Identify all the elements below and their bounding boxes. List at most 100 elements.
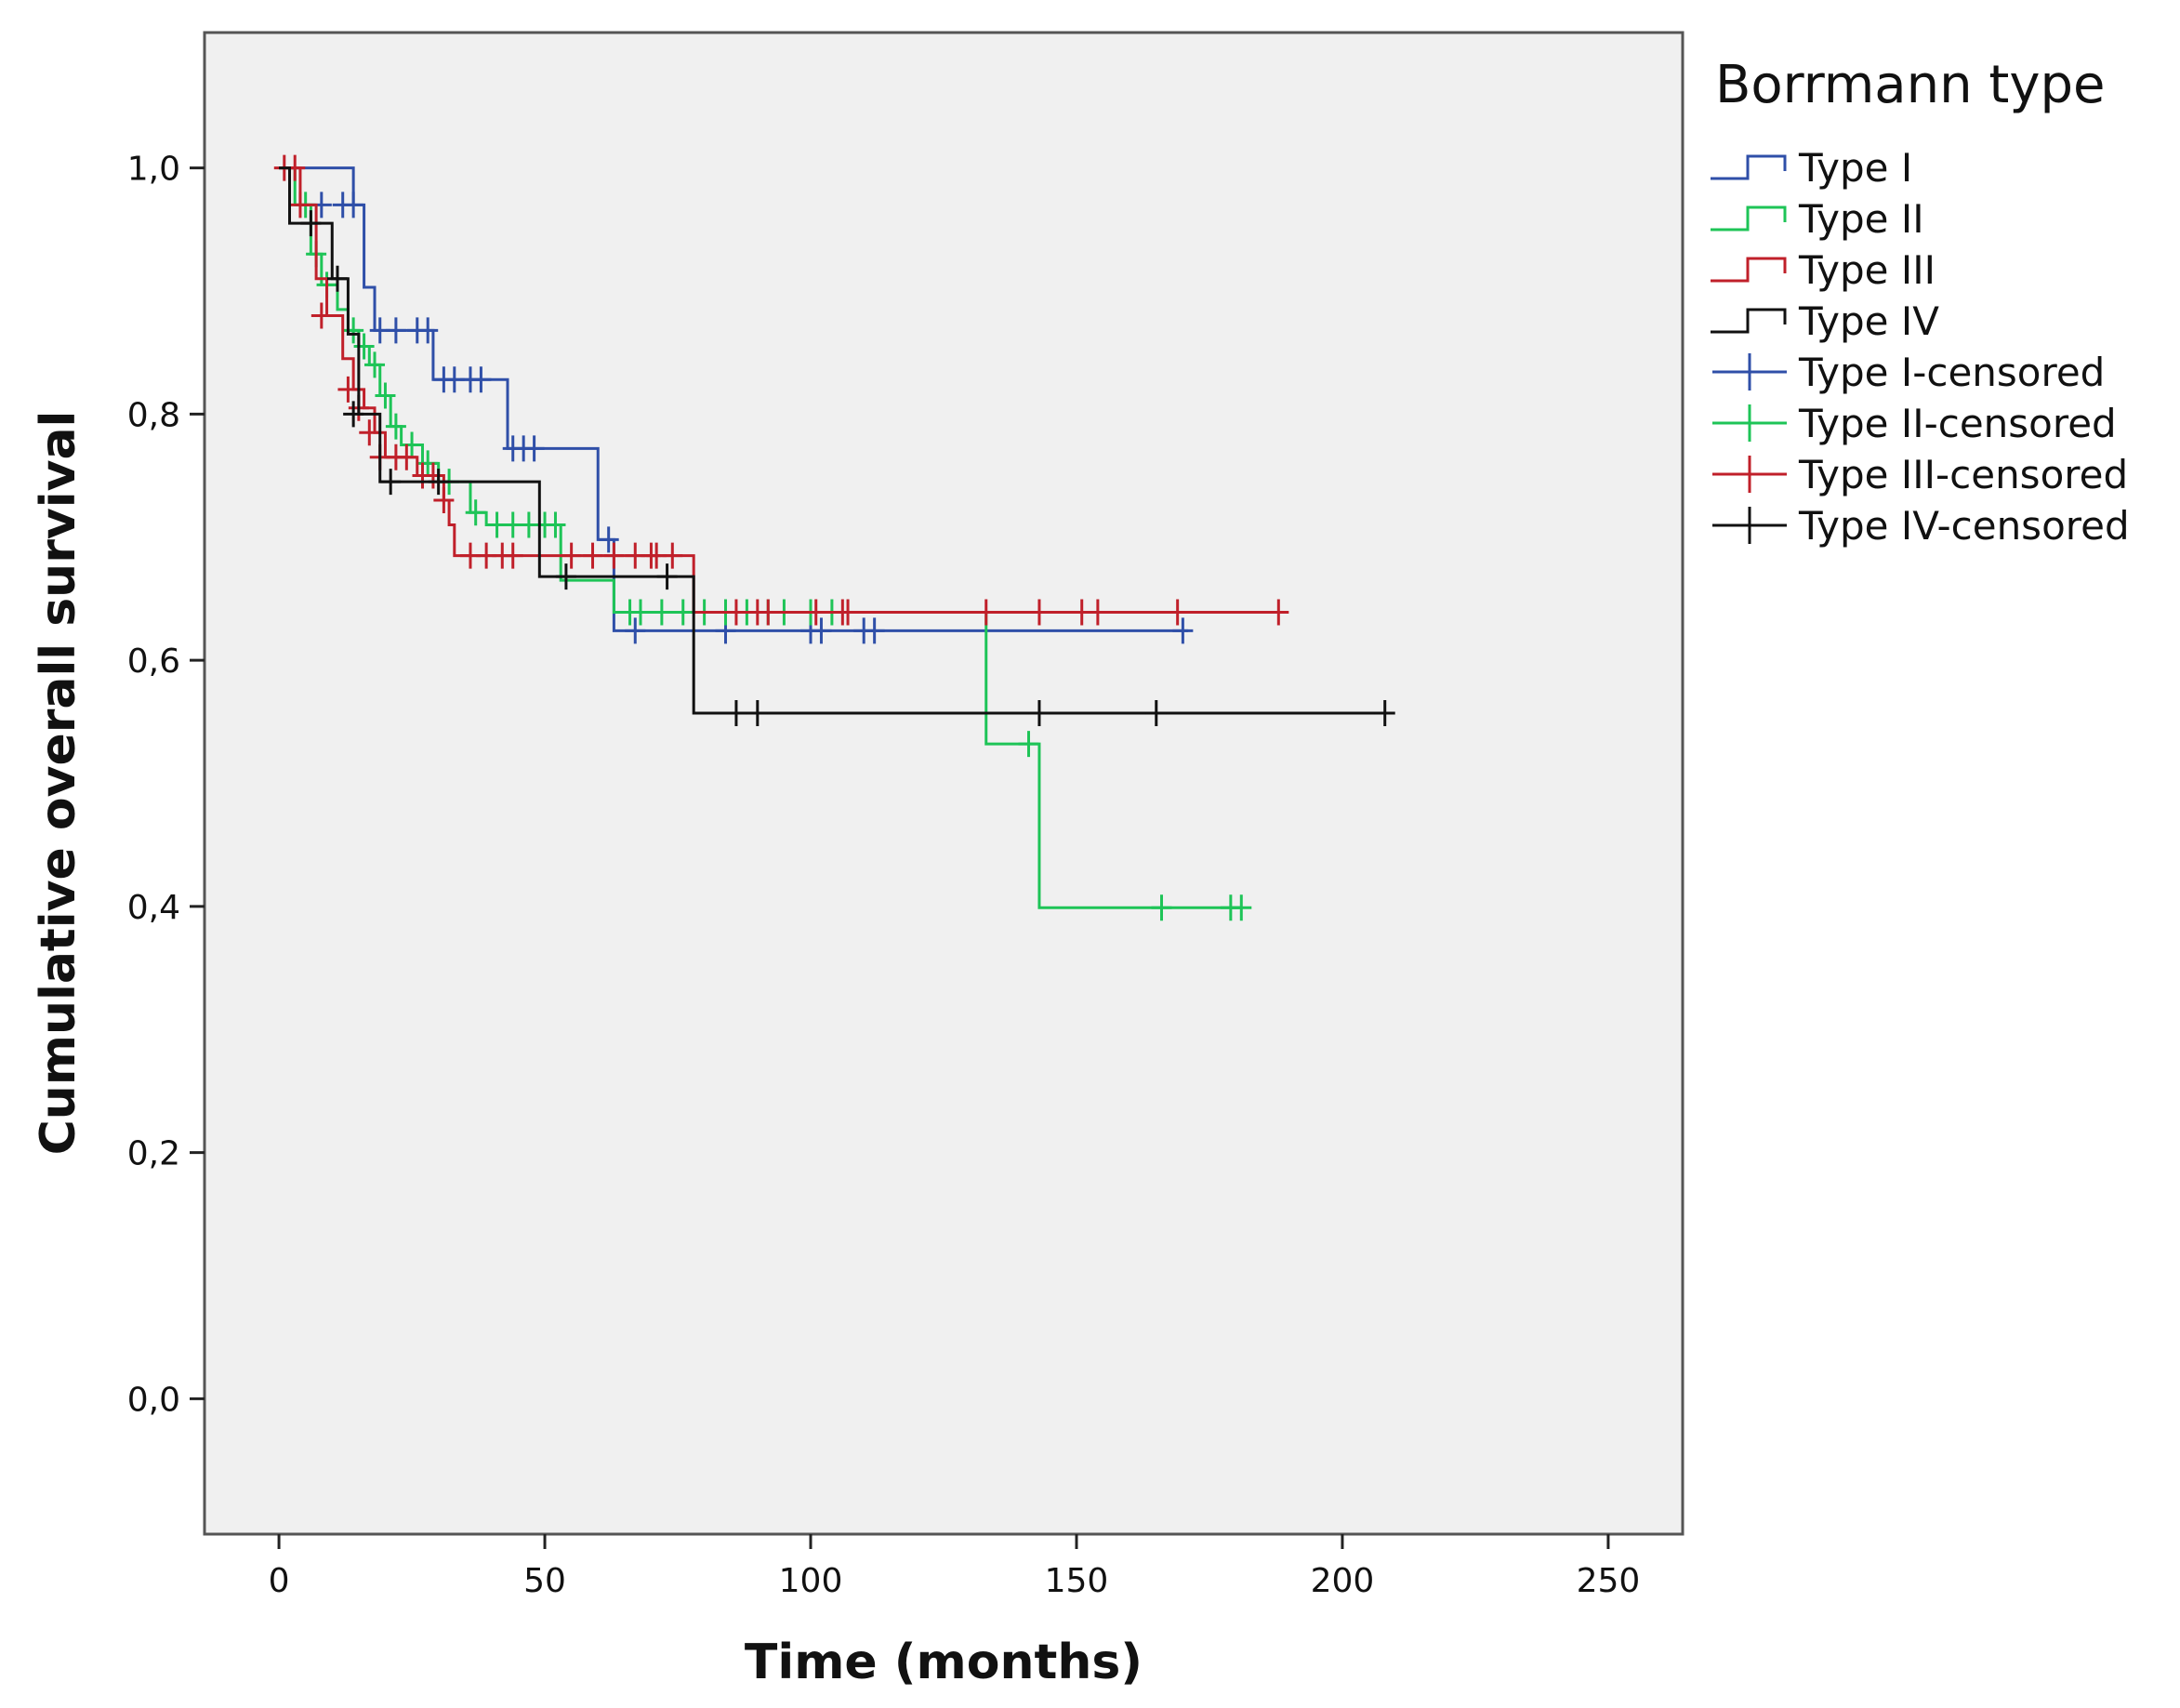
legend-title: Borrmann type: [1715, 55, 2106, 115]
censor-mark: [625, 617, 646, 644]
censor-mark: [629, 599, 651, 626]
censor-mark: [417, 450, 439, 477]
censor-mark: [396, 444, 417, 470]
censor-mark: [300, 210, 322, 237]
x-tick-label: 150: [1045, 1562, 1109, 1600]
y-axis-ticks: 0,0 0,2 0,4 0,6 0,8 1,0: [127, 151, 205, 1419]
x-axis-title: Time (months): [745, 1635, 1143, 1690]
censor-mark: [470, 366, 492, 393]
legend-symbol-type-iv-censored: [1712, 507, 1787, 544]
censor-mark: [353, 333, 375, 360]
y-tick-label: 0,6: [127, 642, 180, 681]
censor-mark: [975, 599, 997, 626]
censor-mark: [603, 542, 625, 569]
censor-mark: [343, 317, 364, 344]
censor-mark: [433, 487, 455, 514]
censor-mark: [651, 599, 672, 626]
censor-mark: [359, 419, 380, 446]
censor-mark: [805, 599, 826, 626]
censor-mark: [1018, 731, 1039, 758]
censor-mark: [380, 469, 402, 496]
censor-mark: [502, 542, 523, 569]
censor-mark: [402, 431, 423, 458]
legend-label: Type II: [1798, 196, 1924, 242]
censor-mark: [428, 469, 449, 496]
legend: Borrmann type Type I Type II Type III Type …: [1711, 55, 2130, 549]
legend-label: Type I-censored: [1798, 350, 2105, 395]
censor-mark: [364, 351, 386, 378]
legend-symbol-type-iii: [1711, 257, 1787, 283]
censor-mark: [1028, 700, 1050, 727]
series-type-i: [279, 166, 1194, 644]
censor-mark: [385, 317, 406, 344]
censor-mark: [864, 617, 885, 644]
censor-mark: [672, 599, 694, 626]
legend-symbol-type-ii: [1711, 205, 1787, 232]
legend-label: Type III: [1798, 247, 1936, 293]
x-axis-ticks: 0 50 100 150 200 250: [269, 1534, 1641, 1600]
censor-mark: [598, 526, 619, 553]
legend-label: Type II-censored: [1798, 401, 2117, 446]
censor-mark: [1172, 617, 1194, 644]
plot-area: [203, 31, 1685, 1536]
survival-line-type-iii: [279, 166, 1279, 614]
y-tick-label: 0,0: [127, 1381, 180, 1419]
censor-mark: [811, 617, 832, 644]
legend-symbol-type-i: [1711, 154, 1787, 180]
censor-mark: [1087, 599, 1108, 626]
legend-label: Type I: [1798, 145, 1912, 191]
censor-mark: [545, 511, 566, 538]
x-tick-label: 50: [523, 1562, 566, 1600]
censor-mark: [465, 499, 486, 526]
y-tick-label: 0,2: [127, 1135, 180, 1173]
series-type-iv: [279, 166, 1395, 727]
censor-mark: [343, 192, 364, 218]
survival-curves: [273, 154, 1395, 921]
censor-mark: [746, 700, 768, 727]
censor-mark: [289, 192, 310, 218]
censor-mark: [656, 563, 678, 590]
censor-mark: [561, 542, 582, 569]
y-tick-label: 0,8: [127, 396, 180, 434]
censor-mark: [1231, 894, 1252, 921]
censor-mark: [1151, 894, 1172, 921]
y-tick-label: 0,4: [127, 889, 180, 927]
legend-symbol-type-iii-censored: [1712, 456, 1787, 493]
legend-symbol-type-i-censored: [1712, 353, 1787, 391]
censor-mark: [838, 599, 859, 626]
censor-mark: [385, 413, 406, 440]
censor-mark: [1268, 599, 1289, 626]
x-tick-label: 0: [269, 1562, 290, 1600]
censor-mark: [1374, 700, 1395, 727]
series-type-ii: [279, 166, 1252, 921]
censor-mark: [1167, 599, 1188, 626]
censor-mark: [523, 435, 545, 462]
censor-mark: [337, 376, 359, 403]
censor-mark: [725, 599, 746, 626]
censor-mark: [758, 599, 779, 626]
censor-mark: [1145, 700, 1167, 727]
censor-mark: [310, 302, 332, 329]
censor-mark: [343, 401, 364, 428]
censor-mark: [326, 265, 348, 292]
censor-mark: [582, 542, 603, 569]
censor-mark: [725, 700, 746, 727]
censor-mark: [1028, 599, 1050, 626]
x-tick-label: 250: [1577, 1562, 1641, 1600]
censor-mark: [417, 317, 439, 344]
y-axis-title: Cumulative overall survival: [31, 411, 86, 1156]
legend-symbol-type-ii-censored: [1712, 404, 1787, 442]
censor-mark: [375, 382, 396, 409]
legend-symbol-type-iv: [1711, 308, 1787, 334]
y-tick-label: 1,0: [127, 151, 180, 189]
censor-mark: [662, 542, 683, 569]
legend-label: Type IV-censored: [1798, 503, 2130, 549]
x-tick-label: 100: [779, 1562, 843, 1600]
series-type-iii: [273, 154, 1289, 626]
legend-label: Type IV: [1798, 298, 1939, 344]
censor-mark: [422, 462, 443, 489]
censor-mark: [555, 563, 576, 590]
x-tick-label: 200: [1311, 1562, 1375, 1600]
legend-label: Type III-censored: [1798, 452, 2128, 497]
